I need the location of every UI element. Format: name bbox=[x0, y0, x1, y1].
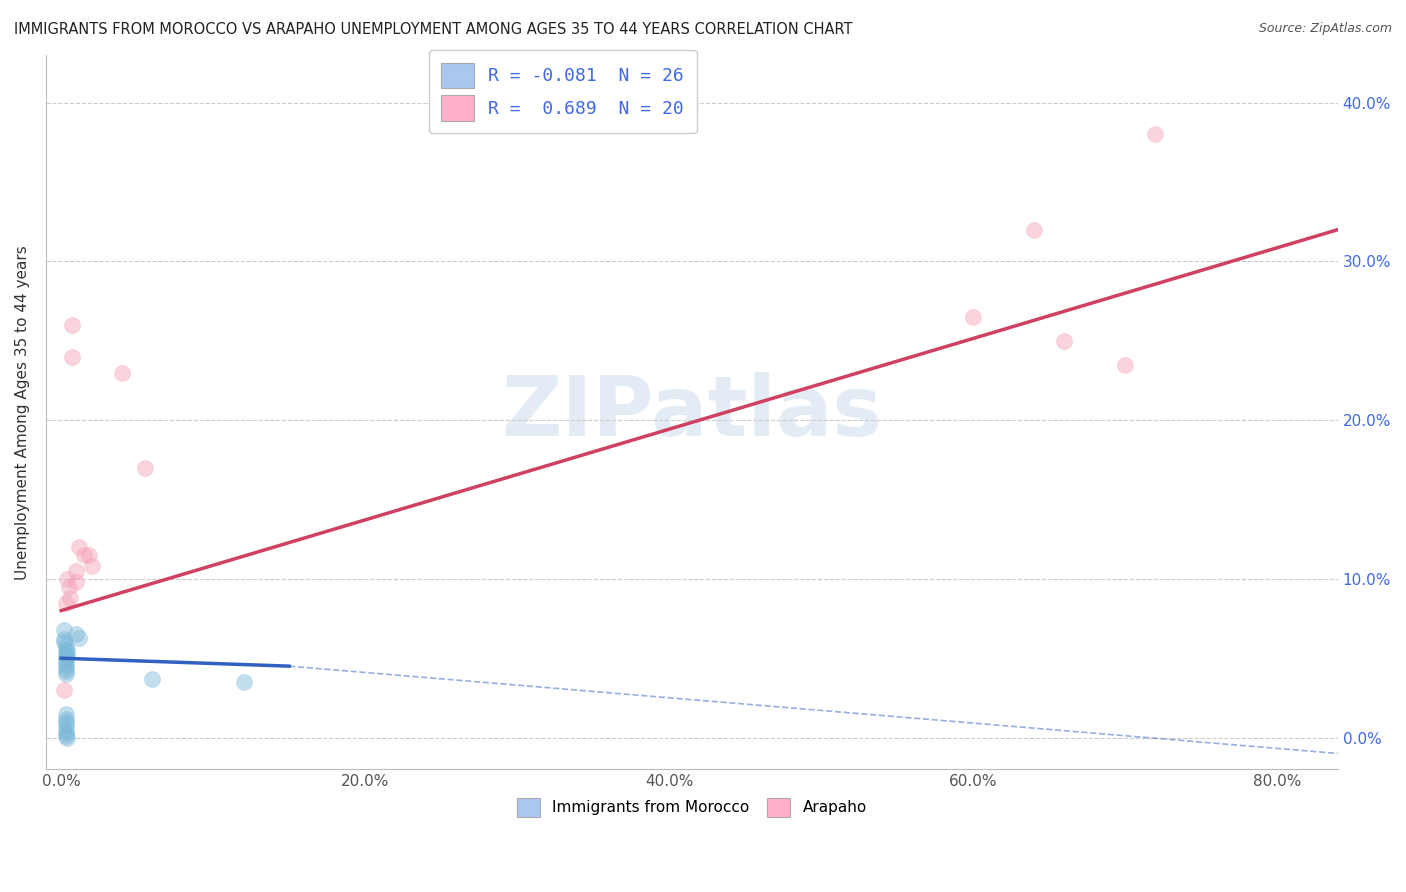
Point bbox=[141, 672, 163, 686]
Point bbox=[80, 559, 103, 574]
Point bbox=[53, 635, 76, 649]
Point bbox=[232, 675, 254, 690]
Point bbox=[56, 643, 79, 657]
Point bbox=[60, 318, 83, 332]
Point bbox=[1114, 358, 1136, 372]
Point bbox=[53, 623, 76, 637]
Point bbox=[55, 723, 77, 737]
Point bbox=[1144, 128, 1167, 142]
Point bbox=[55, 657, 77, 672]
Text: Source: ZipAtlas.com: Source: ZipAtlas.com bbox=[1258, 22, 1392, 36]
Point bbox=[59, 591, 82, 605]
Point bbox=[55, 664, 77, 678]
Point bbox=[53, 632, 76, 647]
Point bbox=[55, 654, 77, 668]
Point bbox=[55, 706, 77, 721]
Point bbox=[1053, 334, 1076, 348]
Point bbox=[56, 731, 79, 745]
Point bbox=[77, 548, 100, 562]
Point bbox=[55, 661, 77, 675]
Point bbox=[56, 572, 79, 586]
Text: IMMIGRANTS FROM MOROCCO VS ARAPAHO UNEMPLOYMENT AMONG AGES 35 TO 44 YEARS CORREL: IMMIGRANTS FROM MOROCCO VS ARAPAHO UNEMP… bbox=[14, 22, 852, 37]
Point bbox=[60, 350, 83, 364]
Point bbox=[55, 596, 77, 610]
Point bbox=[962, 310, 984, 324]
Point bbox=[111, 366, 134, 380]
Point bbox=[55, 651, 77, 665]
Point bbox=[55, 667, 77, 681]
Point bbox=[65, 627, 87, 641]
Point bbox=[55, 729, 77, 743]
Point bbox=[65, 575, 87, 590]
Point bbox=[55, 712, 77, 726]
Y-axis label: Unemployment Among Ages 35 to 44 years: Unemployment Among Ages 35 to 44 years bbox=[15, 244, 30, 580]
Point bbox=[1022, 223, 1045, 237]
Point bbox=[53, 682, 76, 697]
Text: ZIPatlas: ZIPatlas bbox=[502, 372, 883, 453]
Point bbox=[55, 643, 77, 657]
Point bbox=[55, 714, 77, 729]
Point bbox=[67, 631, 90, 645]
Legend: Immigrants from Morocco, Arapaho: Immigrants from Morocco, Arapaho bbox=[508, 789, 876, 826]
Point bbox=[134, 460, 156, 475]
Point bbox=[73, 548, 96, 562]
Point bbox=[55, 726, 77, 740]
Point bbox=[67, 540, 90, 554]
Point bbox=[65, 564, 87, 578]
Point bbox=[55, 718, 77, 732]
Point bbox=[55, 648, 77, 662]
Point bbox=[56, 648, 79, 662]
Point bbox=[55, 639, 77, 653]
Point bbox=[58, 580, 80, 594]
